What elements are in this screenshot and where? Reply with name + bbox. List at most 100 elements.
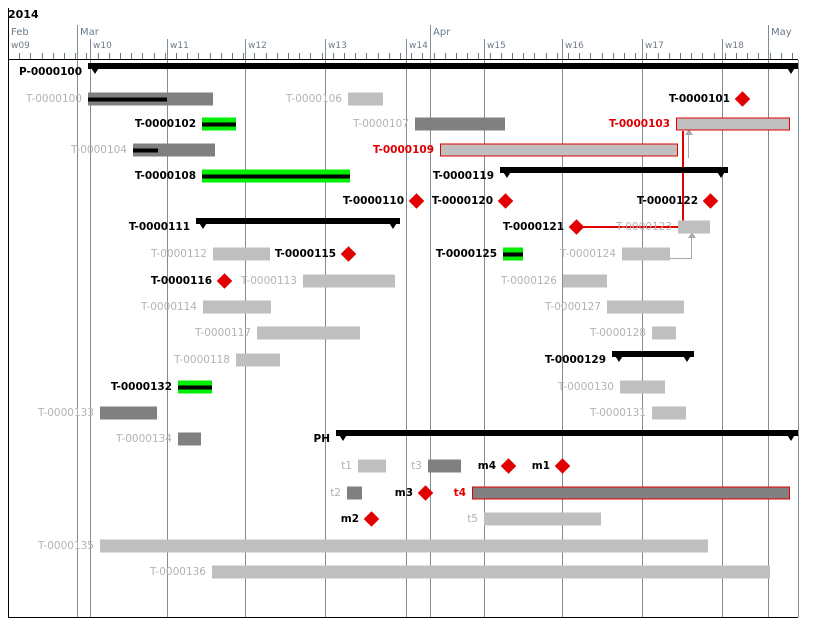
task-bar-t-0000103[interactable]: [676, 117, 790, 131]
summary-bar-t-0000111[interactable]: [196, 218, 400, 230]
task-label-t-0000115[interactable]: T-0000115: [274, 248, 336, 260]
task-bar-t3[interactable]: [428, 459, 461, 473]
task-label-t-0000121[interactable]: T-0000121: [502, 221, 564, 233]
task-label-t2[interactable]: t2: [330, 487, 341, 499]
task-label-t-0000109[interactable]: T-0000109: [372, 144, 434, 156]
task-bar-t-0000100[interactable]: [88, 92, 213, 106]
task-bar-t1[interactable]: [358, 459, 386, 473]
task-label-t-0000123[interactable]: T-0000123: [615, 221, 672, 233]
summary-bar-t-0000129[interactable]: [612, 351, 694, 363]
summary-bar-cap-r: [680, 351, 694, 362]
task-label-t-0000110[interactable]: T-0000110: [342, 195, 404, 207]
task-label-t4[interactable]: t4: [453, 487, 466, 499]
task-label-t-0000104[interactable]: T-0000104: [70, 144, 127, 156]
task-bar-t-0000123[interactable]: [678, 220, 710, 234]
milestone-diamond-t-0000101[interactable]: [734, 91, 751, 107]
summary-bar-cap-l: [88, 63, 102, 74]
task-label-t-0000114[interactable]: T-0000114: [140, 301, 197, 313]
task-bar-t-0000114[interactable]: [203, 300, 271, 314]
task-label-t-0000117[interactable]: T-0000117: [194, 327, 251, 339]
milestone-diamond-m4[interactable]: [500, 458, 517, 474]
task-label-t1[interactable]: t1: [341, 460, 352, 472]
task-bar-t-0000109[interactable]: [440, 143, 678, 157]
milestone-diamond-t-0000110[interactable]: [408, 193, 425, 209]
task-label-t3[interactable]: t3: [411, 460, 422, 472]
task-label-t-0000133[interactable]: T-0000133: [37, 407, 94, 419]
task-bar-t-0000112[interactable]: [213, 247, 270, 261]
task-label-t-0000118[interactable]: T-0000118: [173, 354, 230, 366]
task-label-t-0000106[interactable]: T-0000106: [285, 93, 342, 105]
task-label-t-0000103[interactable]: T-0000103: [608, 118, 670, 130]
task-bar-t-0000102[interactable]: [202, 117, 236, 131]
task-label-t-0000129[interactable]: T-0000129: [544, 354, 606, 366]
task-label-m3[interactable]: m3: [394, 487, 413, 499]
task-label-t-0000120[interactable]: T-0000120: [431, 195, 493, 207]
milestone-diamond-t-0000122[interactable]: [702, 193, 719, 209]
task-bar-t-0000108[interactable]: [202, 169, 350, 183]
task-label-t-0000135[interactable]: T-0000135: [37, 540, 94, 552]
task-bar-t-0000133[interactable]: [100, 406, 157, 420]
milestone-diamond-m2[interactable]: [363, 511, 380, 527]
day-tick: [277, 53, 278, 59]
task-label-t-0000131[interactable]: T-0000131: [589, 407, 646, 419]
task-bar-t-0000113[interactable]: [303, 274, 395, 288]
summary-bar-cap-r: [784, 63, 798, 74]
summary-bar-t-0000119[interactable]: [500, 167, 728, 179]
task-label-t-0000126[interactable]: T-0000126: [500, 275, 557, 287]
task-label-t-0000112[interactable]: T-0000112: [150, 248, 207, 260]
task-bar-t-0000136[interactable]: [212, 565, 770, 579]
task-label-p-0000100[interactable]: P-0000100: [18, 66, 82, 78]
task-label-t-0000128[interactable]: T-0000128: [589, 327, 646, 339]
task-label-t-0000119[interactable]: T-0000119: [432, 170, 494, 182]
milestone-diamond-t-0000121[interactable]: [568, 219, 585, 235]
task-label-t-0000132[interactable]: T-0000132: [110, 381, 172, 393]
task-label-t-0000101[interactable]: T-0000101: [668, 93, 730, 105]
task-label-ph[interactable]: PH: [313, 433, 330, 445]
task-bar-t-0000125[interactable]: [503, 247, 523, 261]
task-label-t-0000107[interactable]: T-0000107: [352, 118, 409, 130]
task-bar-t-0000104[interactable]: [133, 143, 215, 157]
task-label-t-0000102[interactable]: T-0000102: [134, 118, 196, 130]
task-bar-t-0000107[interactable]: [415, 117, 505, 131]
milestone-diamond-t-0000115[interactable]: [340, 246, 357, 262]
task-label-m4[interactable]: m4: [477, 460, 496, 472]
milestone-diamond-t-0000116[interactable]: [216, 273, 233, 289]
task-bar-t-0000124[interactable]: [622, 247, 670, 261]
grid-line: [167, 60, 168, 617]
week-separator: [245, 39, 246, 59]
task-bar-t-0000106[interactable]: [348, 92, 383, 106]
task-label-t5[interactable]: t5: [467, 513, 478, 525]
task-label-t-0000125[interactable]: T-0000125: [435, 248, 497, 260]
task-label-t-0000136[interactable]: T-0000136: [149, 566, 206, 578]
task-label-t-0000130[interactable]: T-0000130: [557, 381, 614, 393]
task-label-m2[interactable]: m2: [340, 513, 359, 525]
task-label-t-0000122[interactable]: T-0000122: [636, 195, 698, 207]
task-bar-t-0000131[interactable]: [652, 406, 686, 420]
task-label-t-0000111[interactable]: T-0000111: [128, 221, 190, 233]
task-label-t-0000127[interactable]: T-0000127: [544, 301, 601, 313]
summary-bar-p-0000100[interactable]: [88, 63, 798, 75]
task-bar-t-0000132[interactable]: [178, 380, 212, 394]
task-label-t-0000116[interactable]: T-0000116: [150, 275, 212, 287]
task-label-t-0000113[interactable]: T-0000113: [240, 275, 297, 287]
task-label-t-0000108[interactable]: T-0000108: [134, 170, 196, 182]
task-bar-t-0000134[interactable]: [178, 432, 201, 446]
milestone-diamond-m1[interactable]: [554, 458, 571, 474]
summary-bar-ph[interactable]: [336, 430, 798, 442]
task-bar-t-0000130[interactable]: [620, 380, 665, 394]
task-bar-t4[interactable]: [472, 486, 790, 500]
task-bar-t-0000127[interactable]: [607, 300, 684, 314]
task-bar-t-0000135[interactable]: [100, 539, 708, 553]
task-bar-t-0000126[interactable]: [563, 274, 607, 288]
task-bar-t5[interactable]: [484, 512, 601, 526]
task-bar-t-0000118[interactable]: [236, 353, 280, 367]
task-label-t-0000124[interactable]: T-0000124: [559, 248, 616, 260]
task-bar-t2[interactable]: [347, 486, 362, 500]
task-label-t-0000134[interactable]: T-0000134: [115, 433, 172, 445]
milestone-diamond-t-0000120[interactable]: [497, 193, 514, 209]
task-label-t-0000100[interactable]: T-0000100: [25, 93, 82, 105]
task-label-m1[interactable]: m1: [531, 460, 550, 472]
task-bar-t-0000128[interactable]: [652, 326, 676, 340]
task-bar-t-0000117[interactable]: [257, 326, 360, 340]
